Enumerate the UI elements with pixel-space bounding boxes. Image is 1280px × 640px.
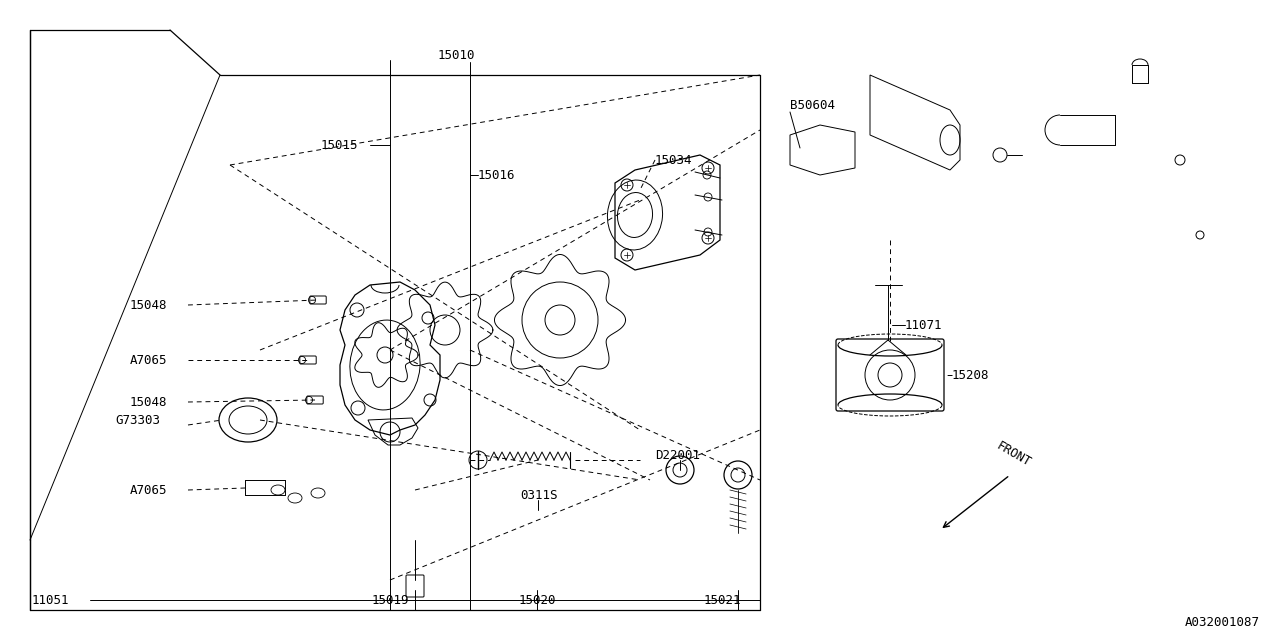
Text: 15010: 15010 xyxy=(438,49,475,61)
Text: 15021: 15021 xyxy=(703,593,741,607)
Text: D22001: D22001 xyxy=(655,449,700,461)
Text: 0311S: 0311S xyxy=(520,488,558,502)
Text: A7065: A7065 xyxy=(131,353,168,367)
Text: FRONT: FRONT xyxy=(993,440,1033,469)
Text: 11071: 11071 xyxy=(905,319,942,332)
Text: B50604: B50604 xyxy=(790,99,835,111)
Text: 15016: 15016 xyxy=(477,168,516,182)
Text: 15034: 15034 xyxy=(655,154,692,166)
Text: A032001087: A032001087 xyxy=(1185,616,1260,628)
Text: A7065: A7065 xyxy=(131,483,168,497)
Text: 11051: 11051 xyxy=(32,593,69,607)
Text: 15015: 15015 xyxy=(320,138,358,152)
Text: 15208: 15208 xyxy=(952,369,989,381)
Text: 15048: 15048 xyxy=(131,298,168,312)
Text: 15048: 15048 xyxy=(131,396,168,408)
Text: 15020: 15020 xyxy=(518,593,556,607)
Text: G73303: G73303 xyxy=(115,413,160,426)
Text: 15019: 15019 xyxy=(371,593,408,607)
